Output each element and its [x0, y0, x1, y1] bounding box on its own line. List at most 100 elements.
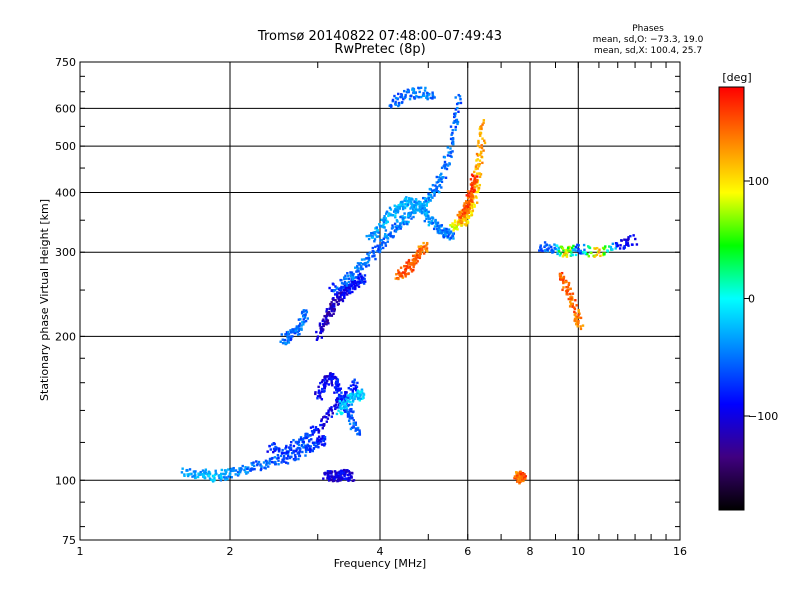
data-point [359, 394, 362, 397]
data-point [351, 274, 355, 278]
data-point [420, 95, 423, 99]
data-point [425, 248, 428, 252]
data-point [480, 155, 483, 159]
data-point [414, 91, 417, 95]
data-point [341, 470, 345, 473]
data-point [539, 249, 543, 252]
data-point [299, 318, 302, 321]
data-point [574, 245, 578, 249]
data-point [366, 260, 370, 264]
data-point [475, 184, 479, 188]
data-point [336, 474, 339, 478]
data-point [409, 268, 413, 271]
data-point [298, 332, 301, 336]
data-point [427, 198, 431, 202]
data-point [428, 221, 431, 225]
data-point [439, 230, 442, 234]
data-point [433, 225, 437, 228]
data-point [348, 416, 352, 420]
data-point [396, 211, 400, 214]
data-point [218, 476, 221, 480]
data-point [429, 193, 433, 197]
data-point [423, 207, 427, 210]
data-point [362, 395, 365, 398]
data-point [279, 454, 283, 458]
data-point [577, 308, 580, 312]
data-point [446, 164, 450, 167]
data-point [285, 445, 288, 449]
data-point [381, 224, 385, 227]
data-point [311, 441, 315, 444]
data-point [611, 242, 615, 245]
data-point [427, 210, 430, 214]
data-point [402, 97, 405, 101]
data-point [567, 283, 570, 286]
data-point [302, 310, 305, 313]
data-point [373, 240, 376, 243]
data-point [280, 333, 283, 336]
data-point [321, 387, 324, 391]
data-point [351, 393, 355, 396]
data-point [376, 244, 379, 247]
data-point [373, 254, 376, 257]
data-point [378, 224, 382, 228]
data-point [348, 400, 351, 403]
data-point [556, 251, 559, 255]
data-point [449, 232, 452, 235]
data-point [211, 478, 214, 482]
data-point [584, 251, 587, 255]
data-point [204, 468, 208, 471]
data-point [338, 299, 341, 302]
data-point [290, 455, 293, 458]
data-point [405, 261, 408, 264]
data-point [224, 469, 227, 472]
data-point [289, 337, 293, 341]
data-point [323, 423, 326, 426]
data-point [244, 467, 247, 470]
data-point [342, 296, 346, 299]
data-point [316, 335, 320, 338]
data-point [411, 203, 414, 207]
data-point [426, 214, 430, 217]
data-point [296, 333, 300, 336]
data-point [260, 467, 263, 470]
data-point [458, 214, 461, 217]
data-point [403, 216, 407, 219]
data-point [461, 212, 465, 216]
data-point [313, 441, 317, 444]
data-point [565, 280, 568, 283]
y-tick-label: 100 [55, 474, 76, 487]
data-point [355, 265, 359, 268]
data-point [331, 377, 334, 381]
data-point [369, 234, 372, 237]
data-point [214, 469, 217, 473]
data-point [561, 247, 565, 250]
data-point [333, 309, 336, 313]
data-point [463, 211, 467, 215]
grid [80, 62, 680, 540]
data-point [206, 472, 210, 476]
data-point [323, 383, 326, 387]
data-point [571, 292, 575, 295]
data-point [570, 297, 573, 300]
data-point [469, 178, 473, 181]
data-point [253, 464, 256, 468]
data-point [397, 227, 400, 230]
data-point [459, 216, 463, 219]
phases-stat-o: mean, sd,O: −73.3, 19.0 [593, 35, 704, 45]
data-point [285, 461, 288, 464]
y-tick-label: 500 [55, 140, 76, 153]
data-point [337, 297, 340, 300]
data-point [470, 211, 473, 215]
data-point [408, 97, 412, 101]
data-point [448, 163, 451, 166]
data-point [480, 146, 484, 150]
data-point [568, 245, 571, 249]
data-point [325, 382, 328, 385]
data-point [456, 213, 459, 217]
data-point [434, 220, 437, 223]
data-point [296, 446, 300, 450]
data-point [553, 243, 556, 246]
data-point [293, 331, 296, 335]
data-point [298, 327, 301, 331]
